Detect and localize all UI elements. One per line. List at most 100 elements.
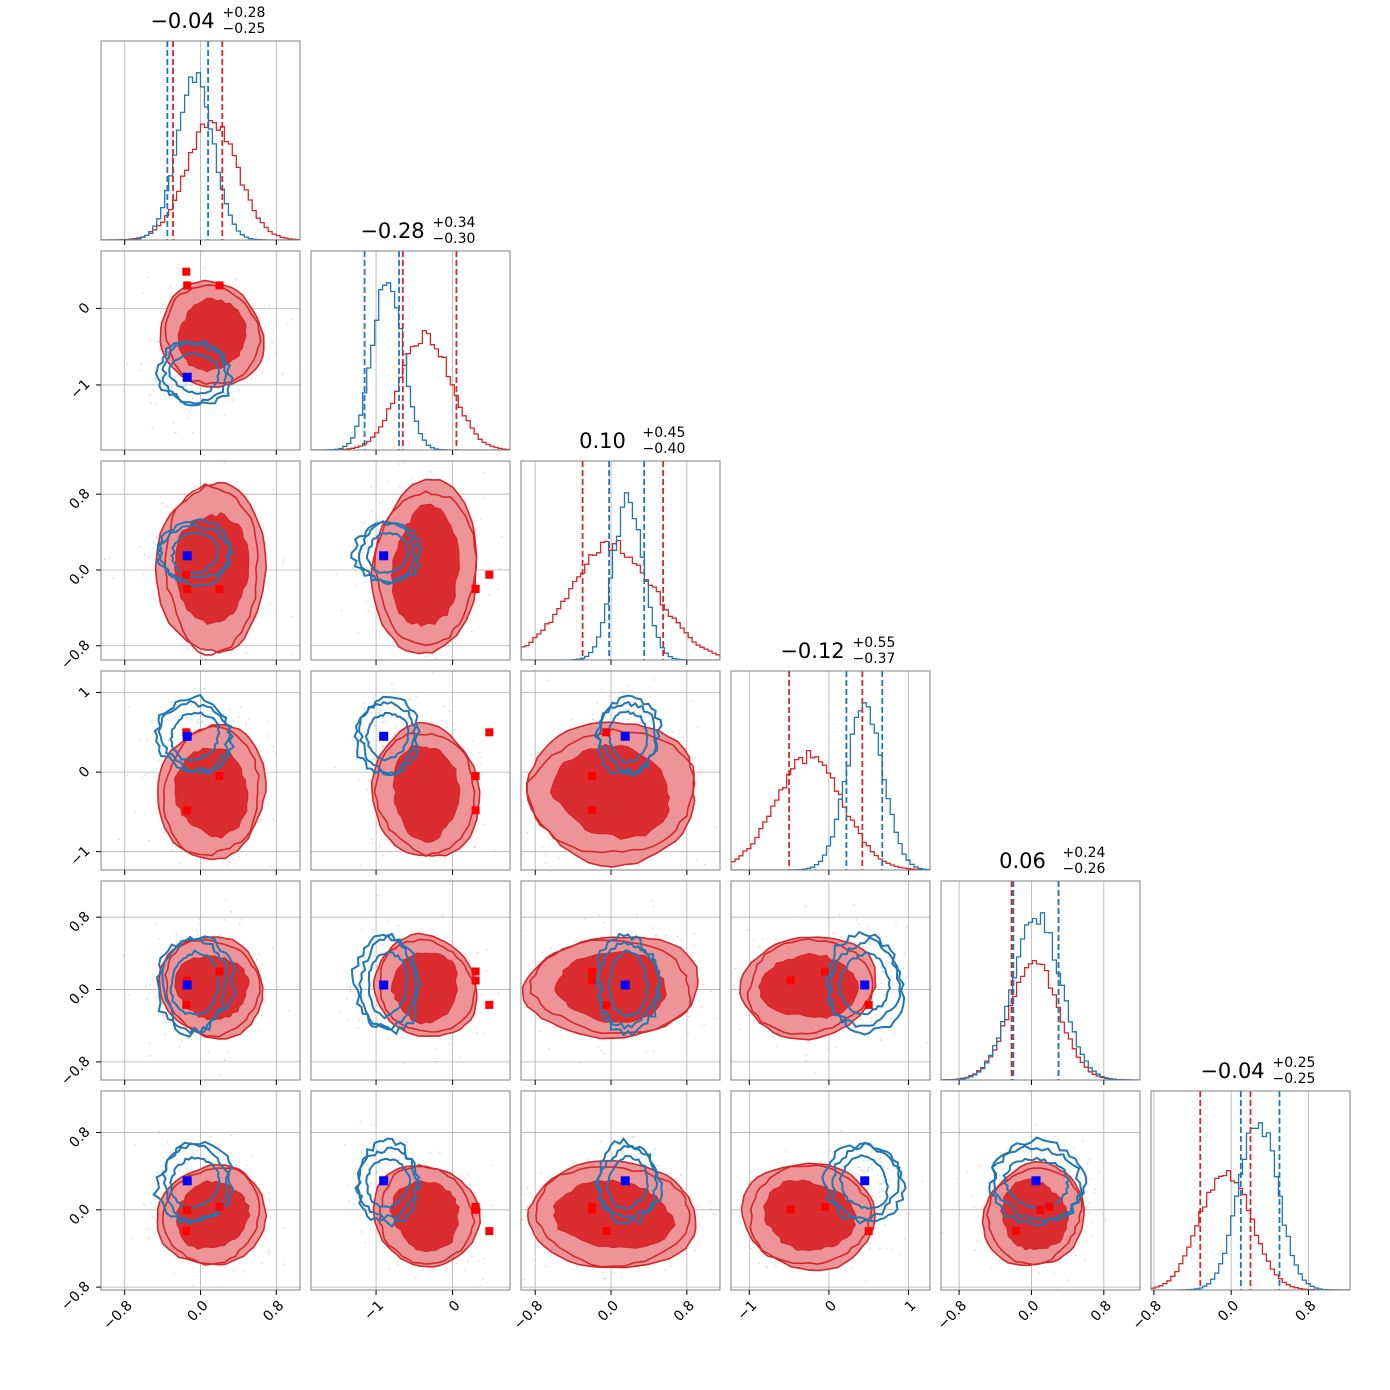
blue-sample-point xyxy=(1082,1140,1084,1142)
blue-sample-point xyxy=(654,934,656,936)
blue-sample-point xyxy=(879,1184,881,1187)
red-sample-point xyxy=(283,1263,285,1265)
blue-sample-point xyxy=(370,1124,372,1126)
red-truth-marker xyxy=(864,1227,873,1236)
red-contour-line xyxy=(157,723,267,861)
red-sample-point xyxy=(281,561,284,564)
blue-histogram xyxy=(1151,1122,1350,1290)
blue-sample-point xyxy=(150,1202,153,1204)
red-sample-point xyxy=(527,1205,529,1208)
red-sample-point xyxy=(274,752,277,754)
red-sample-point xyxy=(342,875,344,877)
y-tick-label: −1 xyxy=(68,376,94,402)
blue-sample-point xyxy=(186,1170,189,1172)
red-sample-point xyxy=(727,949,729,951)
blue-contour-line xyxy=(155,935,237,1038)
red-sample-point xyxy=(164,1021,167,1024)
blue-sample-point xyxy=(174,376,177,378)
red-contour-line xyxy=(158,936,264,1040)
red-sample-point xyxy=(698,772,700,775)
blue-sample-point xyxy=(596,702,598,704)
red-sample-point xyxy=(523,1278,525,1281)
red-sample-point xyxy=(355,991,358,993)
blue-sample-point xyxy=(398,1159,401,1161)
red-truth-marker xyxy=(1012,1227,1021,1236)
red-sample-point xyxy=(187,648,190,650)
panel-content xyxy=(311,461,510,660)
red-sample-point xyxy=(266,735,269,737)
red-contour-line xyxy=(372,932,478,1038)
blue-sample-point xyxy=(363,956,366,959)
blue-sample-point xyxy=(397,924,399,927)
red-truth-marker xyxy=(1045,1202,1054,1211)
red-sample-point xyxy=(269,1217,272,1219)
red-sample-point xyxy=(364,987,367,989)
blue-truth-marker xyxy=(379,731,389,741)
red-sample-point xyxy=(445,726,448,728)
blue-sample-point xyxy=(1098,1170,1100,1173)
red-sample-point xyxy=(214,904,216,906)
red-sample-point xyxy=(255,616,258,618)
red-sample-point xyxy=(480,993,483,996)
red-sample-point xyxy=(512,1222,514,1224)
red-sample-point xyxy=(722,956,724,958)
red-sample-point xyxy=(203,267,206,270)
blue-sample-point xyxy=(229,1153,231,1156)
param-title-plus: +0.24 xyxy=(1063,845,1106,861)
panel-frame xyxy=(520,880,721,1081)
red-sample-point xyxy=(258,1029,261,1032)
blue-sample-point xyxy=(360,1152,363,1154)
red-sample-point xyxy=(269,865,272,867)
blue-sample-point xyxy=(357,1027,359,1029)
red-sample-point xyxy=(1086,1183,1089,1186)
param-title-plus: +0.28 xyxy=(223,5,266,21)
red-sample-point xyxy=(228,1050,230,1053)
blue-sample-point xyxy=(888,1178,891,1181)
red-sample-point xyxy=(396,1261,399,1264)
diagonal-panel-5: −0.04 +0.25−0.25 −0.8 0.0 0.8 xyxy=(1130,1055,1351,1333)
x-tick-label: −0.8 xyxy=(511,1298,546,1333)
red-sample-point xyxy=(638,865,640,867)
red-sample-point xyxy=(262,526,265,528)
panel-content xyxy=(101,1091,300,1290)
blue-sample-point xyxy=(866,1170,868,1172)
red-truth-marker xyxy=(471,976,480,985)
red-sample-point xyxy=(694,1250,696,1252)
blue-sample-point xyxy=(363,731,366,733)
red-sample-point xyxy=(372,842,375,844)
blue-sample-point xyxy=(148,556,150,559)
red-sample-point xyxy=(714,1017,717,1020)
red-sample-point xyxy=(879,1248,881,1250)
blue-sample-point xyxy=(225,392,228,395)
blue-sample-point xyxy=(370,712,373,714)
blue-sample-point xyxy=(828,1150,831,1153)
red-sample-point xyxy=(219,1265,222,1268)
red-truth-marker xyxy=(864,1000,873,1009)
red-sample-point xyxy=(494,1221,496,1223)
red-truth-marker xyxy=(1036,1205,1045,1214)
blue-sample-point xyxy=(373,757,375,760)
red-sample-point xyxy=(449,710,451,713)
blue-sample-point xyxy=(429,1151,431,1154)
blue-contour-line xyxy=(594,1137,663,1225)
blue-sample-point xyxy=(887,965,889,968)
blue-sample-point xyxy=(393,933,395,935)
blue-sample-point xyxy=(632,1161,635,1163)
red-sample-point xyxy=(435,1060,437,1063)
red-sample-point xyxy=(238,855,240,858)
red-sample-point xyxy=(995,1157,997,1159)
y-tick-label: 0.0 xyxy=(66,561,93,588)
blue-contour-line xyxy=(170,531,220,575)
red-sample-point xyxy=(197,718,200,721)
red-sample-point xyxy=(518,1174,520,1176)
blue-sample-point xyxy=(152,1192,154,1194)
param-title-plus: +0.25 xyxy=(1273,1055,1316,1071)
panel-frame xyxy=(940,880,1141,1081)
blue-sample-point xyxy=(600,1049,603,1052)
y-tick-label: 0.0 xyxy=(66,981,93,1008)
blue-contour-line xyxy=(596,940,661,1031)
red-sample-point xyxy=(471,740,474,742)
red-sample-point xyxy=(877,1180,880,1182)
panel-content xyxy=(731,671,930,870)
red-contour-line xyxy=(154,481,268,654)
